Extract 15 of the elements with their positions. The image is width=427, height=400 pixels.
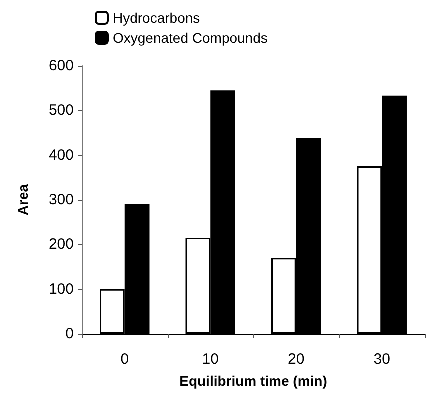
y-tick-label: 600 (48, 58, 74, 74)
x-tick-label: 0 (120, 351, 130, 368)
y-tick-label: 500 (48, 102, 74, 120)
y-tick-label: 0 (66, 326, 74, 342)
y-tick-label: 100 (48, 280, 74, 298)
y-tick-label: 300 (48, 192, 74, 208)
legend-label: Hydrocarbons (113, 10, 200, 26)
x-tick-label: 10 (202, 351, 219, 368)
x-tick-label: 20 (288, 351, 305, 368)
legend-label: Oxygenated Compounds (113, 30, 268, 46)
x-axis-title: Equilibrium time (min) (180, 373, 328, 389)
y-tick-label: 400 (48, 146, 74, 164)
y-tick-label: 200 (48, 236, 74, 254)
x-tick-label: 30 (374, 351, 390, 368)
y-axis-title: Area (15, 184, 31, 216)
